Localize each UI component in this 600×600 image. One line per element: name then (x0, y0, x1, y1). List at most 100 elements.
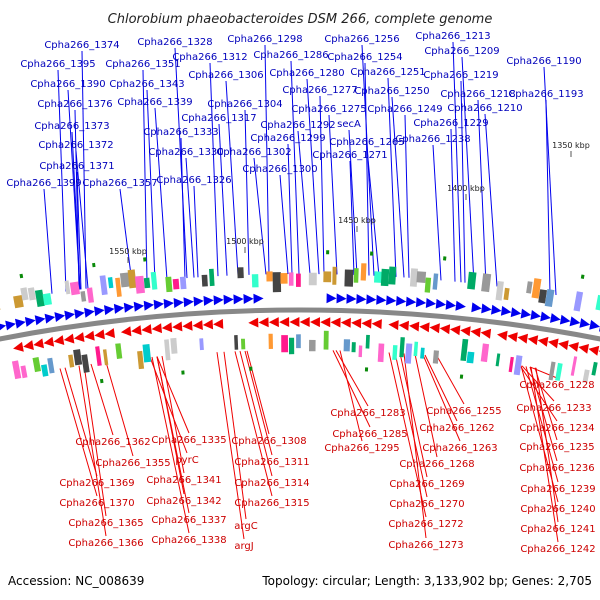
forward-gene-arrow (510, 307, 522, 318)
forward-leader-line (180, 137, 186, 279)
outer-feature-block (251, 274, 259, 288)
forward-gene-arrow (193, 296, 204, 307)
forward-gene-label: secA (337, 119, 361, 130)
reverse-leader-line (83, 364, 107, 517)
reverse-leader-line (436, 355, 465, 405)
forward-gene-arrow (84, 307, 95, 318)
inner-feature-block (73, 349, 83, 366)
reverse-gene-arrow (480, 328, 492, 339)
rna-feature-mark (100, 378, 104, 384)
forward-gene-label: Cpha266_1390 (30, 79, 105, 90)
reverse-leader-line (149, 357, 188, 454)
forward-gene-arrow (396, 295, 407, 306)
outer-feature-block (69, 281, 80, 296)
reverse-gene-arrow (310, 317, 320, 328)
reverse-leader-line (90, 363, 114, 436)
outer-feature-block (237, 267, 244, 279)
outer-feature-block (134, 275, 145, 294)
forward-gene-arrow (113, 303, 125, 314)
outer-feature-block (165, 276, 173, 293)
forward-gene-arrow (540, 311, 551, 322)
forward-leader-line (391, 96, 405, 278)
forward-gene-arrow (326, 293, 337, 304)
forward-gene-label: Cpha266_1256 (324, 34, 399, 45)
forward-leader-line (297, 130, 311, 275)
outer-feature-block (107, 277, 114, 289)
reverse-gene-arrow (202, 319, 214, 330)
inner-feature-block (11, 360, 22, 380)
outer-feature-block (86, 287, 94, 303)
reverse-gene-label: Cpha266_1242 (520, 544, 595, 555)
forward-leader-line (193, 185, 199, 278)
outer-feature-block (573, 291, 584, 312)
reverse-gene-arrow (388, 320, 399, 331)
reverse-gene-arrow (470, 327, 481, 338)
outer-feature-block (595, 294, 600, 311)
reverse-leader-line (156, 356, 190, 434)
forward-gene-arrow (491, 304, 502, 315)
forward-gene-arrow (213, 295, 224, 306)
forward-gene-arrow (74, 309, 85, 319)
forward-leader-line (279, 174, 289, 275)
reverse-gene-arrow (13, 341, 24, 352)
forward-leader-line (71, 131, 81, 290)
rna-feature-mark (370, 251, 374, 256)
outer-feature-block (416, 271, 427, 283)
reverse-gene-label: Cpha266_1263 (422, 443, 497, 454)
forward-gene-arrow (54, 312, 66, 322)
forward-gene-arrow (203, 295, 214, 306)
forward-gene-label: Cpha266_1330 (148, 147, 223, 158)
forward-gene-arrow (520, 308, 532, 319)
forward-leader-line (461, 56, 475, 284)
forward-leader-line (450, 128, 456, 282)
forward-leader-line (119, 188, 133, 284)
inner-feature-block (20, 365, 28, 379)
reverse-leader-line (399, 353, 428, 478)
gene-labels: Cpha266_1374Cpha266_1395Cpha266_1390Cpha… (6, 31, 595, 555)
forward-gene-arrow (559, 314, 571, 325)
outer-feature-block (544, 289, 555, 307)
forward-leader-line (366, 147, 380, 277)
gene-arrows (0, 293, 600, 356)
kbp-tick-label: 1400 kbp (447, 184, 485, 193)
inner-feature-block (289, 337, 295, 355)
forward-leader-line (142, 69, 148, 282)
reverse-gene-arrow (497, 330, 508, 341)
forward-gene-label: Cpha266_1306 (188, 70, 263, 81)
forward-gene-label: Cpha266_1328 (137, 37, 212, 48)
forward-gene-label: Cpha266_1326 (156, 175, 231, 186)
forward-gene-label: Cpha266_1299 (250, 133, 325, 144)
reverse-gene-label: Cpha266_1234 (519, 423, 594, 434)
reverse-gene-arrow (53, 335, 65, 345)
inner-feature-block (466, 351, 475, 364)
forward-leader-line (432, 144, 442, 281)
forward-gene-arrow (356, 294, 367, 304)
reverse-gene-arrow (131, 325, 142, 336)
outer-feature-block (332, 266, 337, 285)
outer-feature-block (374, 271, 382, 283)
inner-feature-block (358, 345, 363, 358)
outer-feature-block (481, 273, 492, 293)
rna-feature-mark (443, 256, 447, 261)
reverse-gene-label: Cpha266_1338 (151, 535, 226, 546)
forward-leader-line (460, 80, 466, 283)
outer-feature-block (360, 263, 367, 281)
reverse-gene-label: Cpha266_1239 (520, 484, 595, 495)
rna-feature-mark (364, 367, 369, 372)
forward-gene-arrow (376, 294, 387, 305)
forward-gene-label: Cpha266_1209 (424, 46, 499, 57)
forward-gene-label: Cpha266_1292 (260, 120, 335, 131)
outer-feature-block (201, 274, 208, 287)
reverse-gene-label: Cpha266_1335 (151, 435, 226, 446)
inner-feature-block (68, 354, 75, 368)
reverse-leader-line (234, 351, 273, 497)
forward-gene-label: Cpha266_1343 (109, 79, 184, 90)
rna-feature-mark (143, 257, 147, 262)
reverse-gene-arrow (409, 321, 420, 332)
reverse-gene-arrow (330, 317, 341, 328)
reverse-gene-label: Cpha266_1240 (520, 504, 595, 515)
outer-feature-block (27, 287, 36, 301)
forward-gene-arrow (173, 298, 184, 308)
forward-leader-line (364, 62, 370, 276)
reverse-gene-label: Cpha266_1270 (389, 499, 464, 510)
